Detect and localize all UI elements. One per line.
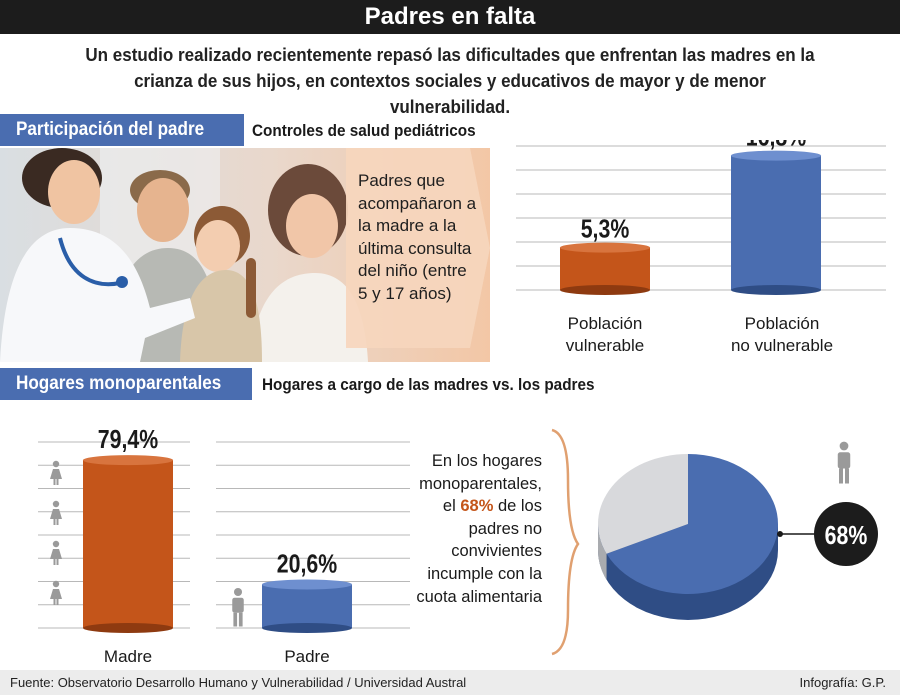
bar-poblacion-vulnerable-body	[560, 247, 650, 290]
pie-value-label: 68%	[825, 521, 868, 551]
callout-padres-acompanaron: Padres que acompañaron a la madre a la ú…	[358, 171, 477, 303]
category-label-poblacion-vulnerable: Población vulnerable	[565, 314, 645, 355]
man-icon-padre	[232, 587, 244, 627]
bar-padre-top	[262, 579, 352, 590]
woman-icon-3-leg-left	[53, 559, 56, 565]
value-label-madre: 79,4%	[98, 425, 158, 455]
bar-poblacion-no-vulnerable-base	[731, 285, 821, 295]
section-tab-participacion: Participación del padre	[0, 114, 244, 146]
bar-padre	[262, 579, 352, 633]
woman-icon-1-leg-right	[56, 479, 59, 485]
bracket-icon	[551, 428, 580, 656]
woman-icon-3-leg-right	[56, 559, 59, 565]
woman-icon-2-leg-right	[56, 519, 59, 525]
woman-icon-4-dress	[50, 589, 62, 599]
woman-icon-4-leg-right	[56, 599, 59, 605]
bar-poblacion-vulnerable-base	[560, 285, 650, 295]
bar-poblacion-no-vulnerable	[731, 150, 821, 295]
pie-slice-cumple	[598, 454, 688, 554]
bar-madre-top	[83, 455, 173, 466]
man-icon-pie-leg-right	[845, 468, 849, 484]
man-icon-pie-head	[839, 441, 849, 451]
bar-madre	[83, 455, 173, 633]
woman-icon-2-dress	[50, 509, 62, 519]
man-icon-pie-leg-left	[839, 468, 843, 484]
bar-madre-body	[83, 460, 173, 628]
man-icon-padre-body	[232, 597, 244, 613]
value-label-poblacion-no-vulnerable: 16,8%	[746, 140, 806, 152]
bar-padre-base	[262, 623, 352, 633]
woman-icon-2-leg-left	[53, 519, 56, 525]
bar-poblacion-vulnerable	[560, 242, 650, 295]
man-icon-padre-leg-right	[238, 612, 243, 627]
woman-icon-1-leg-left	[53, 479, 56, 485]
bar-poblacion-no-vulnerable-top	[731, 150, 821, 161]
chart-controles-salud: 5,3% 16,8%	[516, 140, 886, 295]
woman-icon-3-head	[52, 540, 60, 548]
pie-leader-dot	[777, 531, 783, 537]
doctor-photo	[0, 148, 490, 362]
category-label-madre: Madre	[104, 647, 152, 666]
section-tab-hogares: Hogares monoparentales	[0, 368, 252, 400]
man-icon-pie	[837, 441, 851, 484]
chart-hogares-monoparentales: 79,4% Madre 20,6% Padre	[38, 425, 410, 666]
pie-slice-incumple	[606, 454, 778, 594]
bar-padre-body	[262, 584, 352, 628]
bar-madre-base	[83, 623, 173, 633]
pie-chart-cuota: 68%	[551, 428, 878, 656]
source-text: Fuente: Observatorio Desarrollo Humano y…	[10, 675, 467, 690]
category-label-poblacion-no-vulnerable: Población no vulnerable	[730, 314, 834, 355]
woman-icon-4-head	[52, 580, 60, 588]
note-cuota-alimentaria: En los hogares monoparentales, el 68% de…	[416, 452, 542, 606]
woman-icon-3-dress	[50, 549, 62, 559]
man-icon-padre-leg-left	[233, 612, 238, 627]
value-label-poblacion-vulnerable: 5,3%	[581, 215, 630, 245]
bar-poblacion-vulnerable-top	[560, 242, 650, 253]
man-icon-pie-body	[837, 452, 851, 469]
infographic-title: Padres en falta	[0, 0, 900, 34]
man-icon-padre-head	[233, 587, 243, 597]
value-label-padre: 20,6%	[277, 549, 337, 579]
woman-icon-4	[50, 580, 62, 605]
woman-icon-4-leg-left	[53, 599, 56, 605]
category-label-padre: Padre	[284, 647, 329, 666]
intro-text: Un estudio realizado recientemente repas…	[85, 44, 815, 117]
credit-text: Infografía: G.P.	[799, 675, 886, 690]
woman-icon-3	[50, 540, 62, 565]
footer-bar	[0, 670, 900, 695]
pie-slice-cumple-side	[598, 524, 607, 580]
note-highlight: 68%	[460, 497, 494, 516]
pie-value-badge	[814, 502, 878, 566]
woman-icon-1	[50, 460, 62, 485]
woman-icon-1-dress	[50, 469, 62, 479]
subtitle-controles: Controles de salud pediátricos	[252, 121, 476, 140]
woman-icon-2	[50, 500, 62, 525]
subtitle-hogares: Hogares a cargo de las madres vs. los pa…	[262, 375, 595, 394]
woman-icon-2-head	[52, 500, 60, 508]
bar-poblacion-no-vulnerable-body	[731, 155, 821, 290]
woman-icon-1-head	[52, 460, 60, 468]
